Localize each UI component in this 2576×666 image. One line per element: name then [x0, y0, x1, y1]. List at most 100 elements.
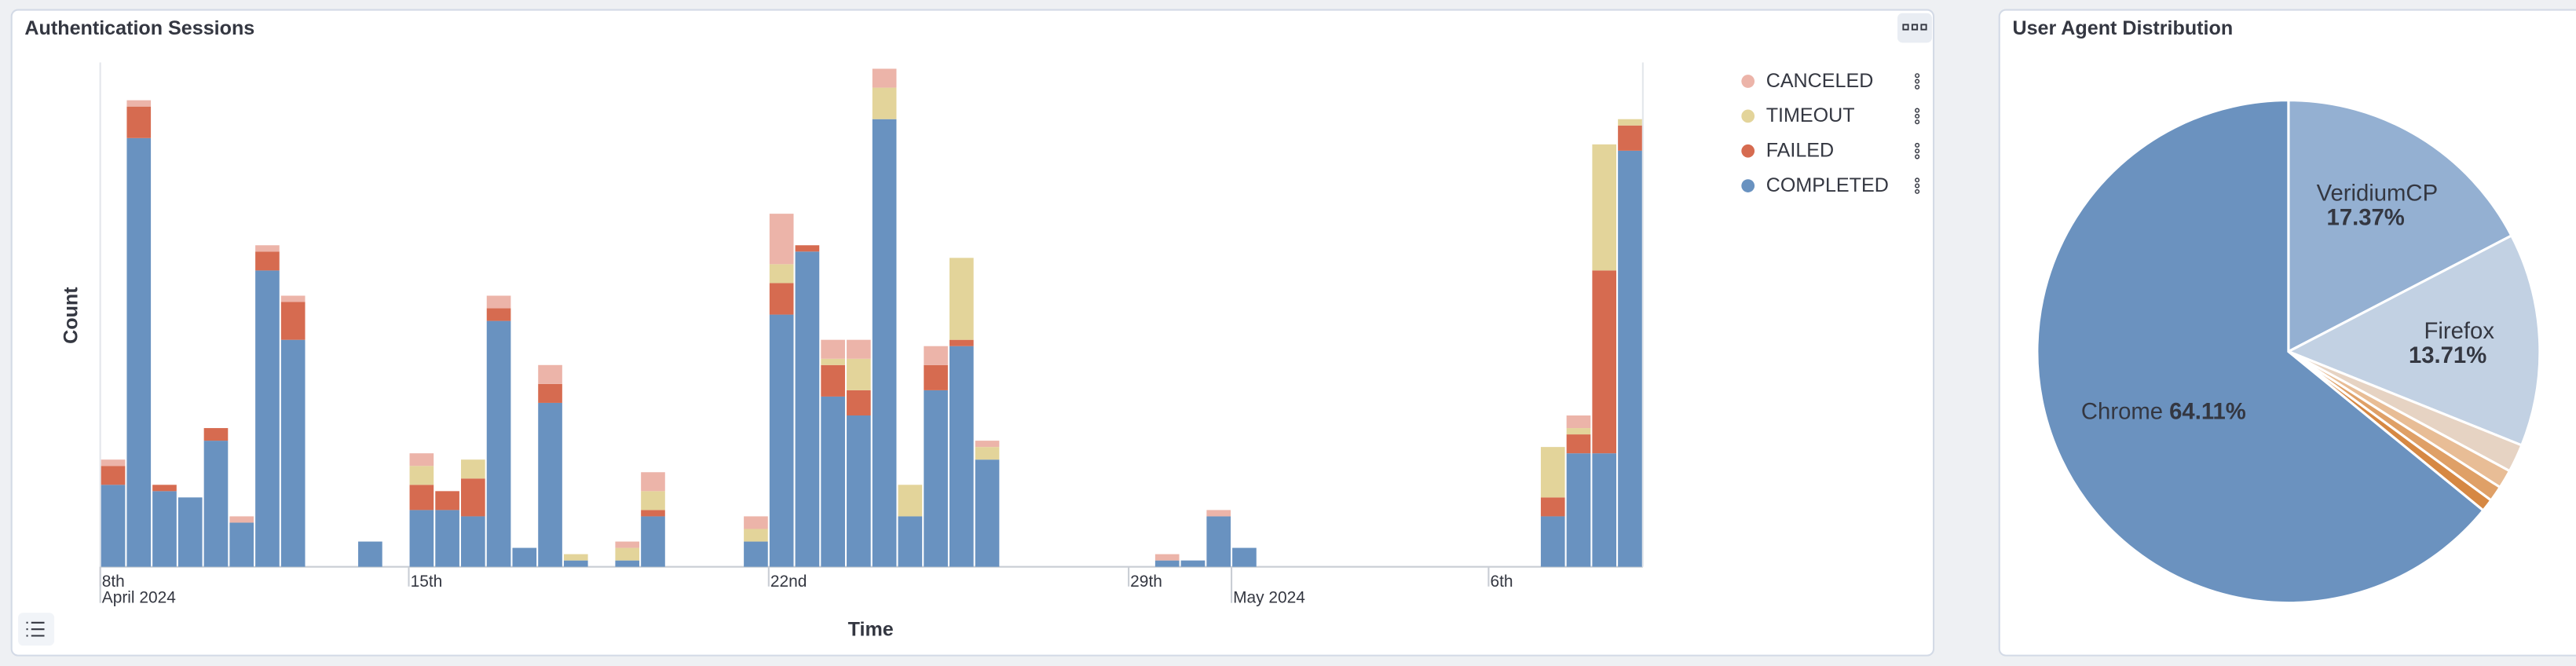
pie-label-name: Chrome: [2081, 399, 2163, 425]
legend-label: CANCELED: [1766, 70, 1874, 92]
bar-segment: [1618, 119, 1642, 126]
legend-menu-dot: [1915, 73, 1920, 79]
chart-title: User Agent Distribution: [2012, 17, 2233, 39]
bar-segment: [872, 119, 897, 567]
bar-segment: [1154, 554, 1180, 561]
bar-segment: [1180, 560, 1206, 567]
bar-segment: [1618, 125, 1642, 151]
bar-segment: [409, 453, 434, 467]
bar-segment: [1618, 150, 1642, 567]
bar-segment: [949, 339, 974, 346]
bar-segment: [949, 258, 974, 340]
bar-segment: [126, 137, 152, 567]
bar-segment: [847, 339, 871, 359]
bar-segment: [486, 295, 511, 309]
pie-label-name: Firefox: [2424, 318, 2495, 344]
bar-segment: [949, 346, 974, 567]
legend-label: FAILED: [1766, 140, 1834, 162]
legend-menu-dot: [1915, 188, 1920, 194]
bar-segment: [769, 264, 794, 284]
bar-segment: [563, 560, 588, 567]
bar-segment: [821, 396, 845, 567]
x-tick-label: 6th: [1490, 573, 1513, 591]
bar-segment: [152, 485, 177, 492]
bar-segment: [898, 485, 923, 517]
x-tick-label: 15th: [411, 573, 443, 591]
y-axis-label: Count: [60, 287, 82, 344]
bar-segment: [1592, 453, 1617, 567]
legend-swatch: [1741, 179, 1755, 192]
bar-segment: [1540, 516, 1565, 567]
bar-segment: [255, 270, 280, 567]
bar-segment: [229, 522, 254, 567]
bar-segment: [615, 541, 640, 548]
bar-segment: [203, 441, 229, 567]
bar-segment: [435, 510, 459, 567]
bar-segment: [126, 100, 152, 107]
bar-segment: [1566, 415, 1591, 429]
bar-segment: [975, 441, 1000, 448]
legend-swatch: [1741, 75, 1755, 88]
bar-segment: [409, 510, 434, 567]
legend-label: COMPLETED: [1766, 174, 1889, 196]
bar-segment: [821, 364, 845, 397]
bar-segment: [975, 447, 1000, 460]
bar-segment: [1566, 434, 1591, 454]
x-tick-label: 22nd: [770, 573, 807, 591]
legend-swatch: [1741, 109, 1755, 123]
bar-segment: [641, 516, 665, 567]
bar-segment: [872, 68, 897, 88]
bar-segment: [615, 547, 640, 561]
legend-menu-dot: [1915, 79, 1920, 84]
pie-label-space: [2163, 399, 2169, 425]
bar-segment: [358, 541, 382, 567]
bar-segment: [409, 485, 434, 510]
bar-segment: [847, 390, 871, 416]
bar-segment: [641, 510, 665, 517]
pie-label-value: 17.37%: [2327, 205, 2405, 231]
bar-segment: [744, 541, 768, 567]
bar-segment: [924, 390, 948, 567]
bar-segment: [1540, 497, 1565, 517]
legend-menu-dot: [1915, 183, 1920, 188]
bar-segment: [229, 516, 254, 523]
bar-segment: [1540, 447, 1565, 498]
bar-segment: [486, 320, 511, 567]
bar-segment: [486, 308, 511, 321]
legend-menu-dot: [1915, 154, 1920, 159]
bar-segment: [1154, 560, 1180, 567]
bar-segment: [1592, 270, 1617, 454]
panel-menu-icon: [1902, 24, 1927, 31]
pie-label: Chrome 64.11%: [2081, 399, 2246, 425]
bar-segment: [744, 516, 768, 529]
chart-title: Authentication Sessions: [24, 17, 254, 39]
bar-segment: [744, 529, 768, 542]
bar-segment: [255, 245, 280, 252]
x-month-label: April 2024: [102, 589, 177, 607]
bar-segment: [615, 560, 640, 567]
bar-segment: [821, 339, 845, 359]
bar-segment: [409, 466, 434, 485]
bar-segment: [769, 314, 794, 567]
bar-segment: [641, 491, 665, 510]
bar-segment: [898, 516, 923, 567]
legend-label: TIMEOUT: [1766, 104, 1855, 126]
bar-segment: [795, 251, 820, 567]
bar-segment: [538, 383, 562, 403]
bar-segment: [847, 358, 871, 390]
bar-segment: [769, 283, 794, 315]
bar-segment: [872, 87, 897, 119]
list-icon: [26, 621, 45, 637]
bar-segment: [538, 402, 562, 567]
panel-menu-button[interactable]: [1897, 13, 1932, 43]
pie-slice: [2287, 99, 2513, 354]
legend-menu-dot: [1915, 108, 1920, 113]
pie-slice: [2285, 233, 2541, 447]
bar-segment: [461, 459, 485, 479]
bar-segment: [101, 466, 126, 485]
pie-label-name: VeridiumCP: [2317, 180, 2439, 206]
bar-segment: [1232, 547, 1257, 567]
bar-segment: [563, 554, 588, 561]
bar-segment: [1566, 453, 1591, 567]
